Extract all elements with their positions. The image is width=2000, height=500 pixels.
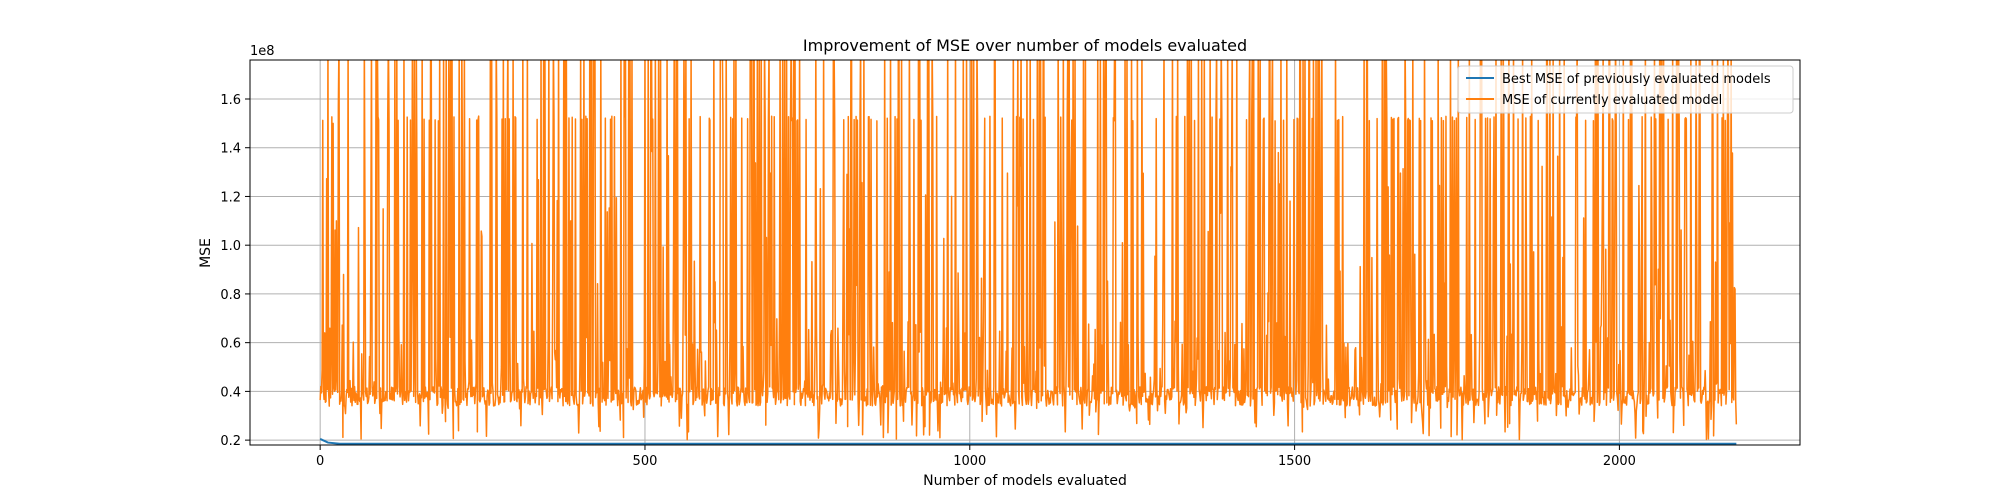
x-tick-label: 1500 bbox=[1278, 454, 1311, 469]
legend-label-current: MSE of currently evaluated model bbox=[1502, 93, 1722, 108]
y-tick-label: 1.4 bbox=[220, 142, 241, 157]
x-tick-label: 1000 bbox=[953, 454, 986, 469]
x-tick-label: 0 bbox=[316, 454, 324, 469]
axis-ticks: 0 500 1000 1500 2000 0.2 0.4 0.6 0.8 1.0 1.2 1.4 1.6 bbox=[220, 93, 1636, 469]
y-tick-label: 0.4 bbox=[220, 385, 241, 400]
chart-title: Improvement of MSE over number of models… bbox=[803, 36, 1247, 55]
y-axis-offset-label: 1e8 bbox=[250, 44, 275, 59]
legend: Best MSE of previously evaluated models … bbox=[1457, 65, 1794, 114]
x-tick-label: 2000 bbox=[1603, 454, 1636, 469]
y-tick-label: 0.6 bbox=[220, 337, 241, 352]
y-tick-label: 1.2 bbox=[220, 190, 241, 205]
plot-area bbox=[319, 60, 1738, 445]
y-tick-label: 0.2 bbox=[220, 434, 241, 449]
y-tick-label: 1.6 bbox=[220, 93, 241, 108]
legend-label-best: Best MSE of previously evaluated models bbox=[1502, 72, 1771, 87]
y-tick-label: 0.8 bbox=[220, 288, 241, 303]
y-axis-label: MSE bbox=[198, 238, 214, 268]
axes-frame bbox=[249, 59, 1801, 446]
x-axis-label: Number of models evaluated bbox=[923, 473, 1127, 489]
y-tick-label: 1.0 bbox=[220, 239, 241, 254]
series-line-best-mse bbox=[319, 438, 1737, 445]
legend-box bbox=[1457, 65, 1794, 114]
x-tick-label: 500 bbox=[633, 454, 658, 469]
series-line-current-mse bbox=[319, 60, 1738, 441]
